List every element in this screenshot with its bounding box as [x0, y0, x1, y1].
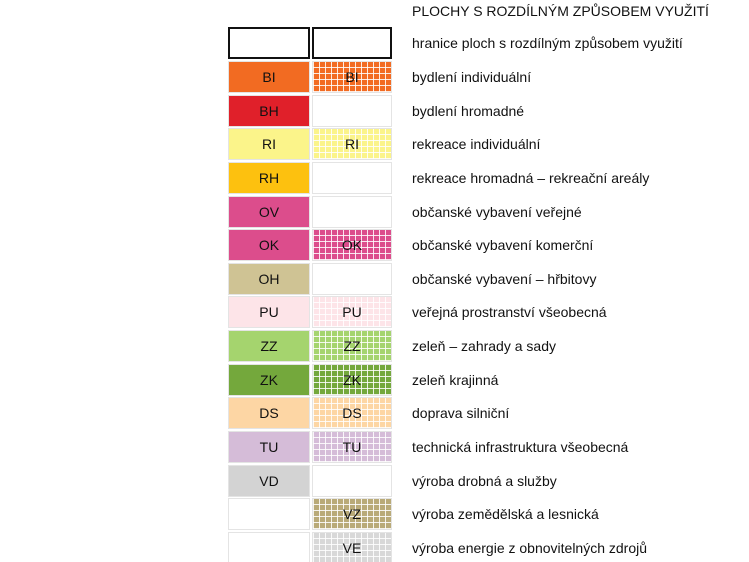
swatch-left: VD	[228, 464, 310, 497]
legend-label: občanské vybavení veřejné	[412, 203, 582, 220]
swatch-left: RH	[228, 161, 310, 194]
swatch-right	[312, 94, 392, 127]
swatch-left: OK	[228, 229, 310, 262]
swatch-right	[312, 262, 392, 295]
legend-label: rekreace hromadná – rekreační areály	[412, 169, 650, 186]
legend-label: doprava silniční	[412, 405, 510, 422]
swatch-right: OK	[312, 229, 392, 262]
swatch-left: TU	[228, 431, 310, 464]
swatch-left: OH	[228, 262, 310, 295]
swatch-right: DS	[312, 397, 392, 430]
swatch-right	[312, 195, 392, 228]
legend-label: zeleň krajinná	[412, 371, 499, 388]
swatch-right: TU	[312, 431, 392, 464]
legend-label: občanské vybavení komerční	[412, 237, 594, 254]
legend-label: výroba energie z obnovitelných zdrojů	[412, 539, 648, 556]
swatch-left: ZK	[228, 363, 310, 396]
legend-label: bydlení individuální	[412, 69, 532, 85]
legend-label: technická infrastruktura všeobecná	[412, 439, 629, 456]
swatch-right: VE	[312, 531, 392, 562]
legend-label: veřejná prostranství všeobecná	[412, 304, 607, 321]
legend-label: rekreace individuální	[412, 136, 541, 153]
swatch-right: ZK	[312, 363, 392, 396]
swatch-right	[312, 161, 392, 194]
swatch-left: DS	[228, 397, 310, 430]
swatch-right: ZZ	[312, 330, 392, 363]
swatch-left	[228, 498, 310, 531]
swatch-left: PU	[228, 296, 310, 329]
legend-label: výroba zemědělská a lesnická	[412, 506, 599, 523]
legend-title: PLOCHY S ROZDÍLNÝM ZPŮSOBEM VYUŽITÍ	[412, 3, 709, 19]
swatch-right: VZ	[312, 498, 392, 531]
swatch-right: PU	[312, 296, 392, 329]
swatch-right	[312, 464, 392, 497]
swatch-left: ZZ	[228, 330, 310, 363]
swatch-left: BI	[228, 61, 310, 93]
swatch-right: RI	[312, 128, 392, 161]
boundary-swatch	[228, 27, 310, 59]
legend-label: zeleň – zahrady a sady	[412, 338, 556, 355]
swatch-right: BI	[312, 61, 392, 93]
swatch-left: BH	[228, 94, 310, 127]
legend-label: hranice ploch s rozdílným způsobem využi…	[412, 35, 683, 51]
swatch-left	[228, 531, 310, 562]
swatch-left: OV	[228, 195, 310, 228]
legend-label: bydlení hromadné	[412, 102, 525, 119]
boundary-swatch	[312, 27, 392, 59]
legend-label: občanské vybavení – hřbitovy	[412, 270, 597, 287]
legend-label: výroba drobná a služby	[412, 472, 557, 489]
swatch-left: RI	[228, 128, 310, 161]
